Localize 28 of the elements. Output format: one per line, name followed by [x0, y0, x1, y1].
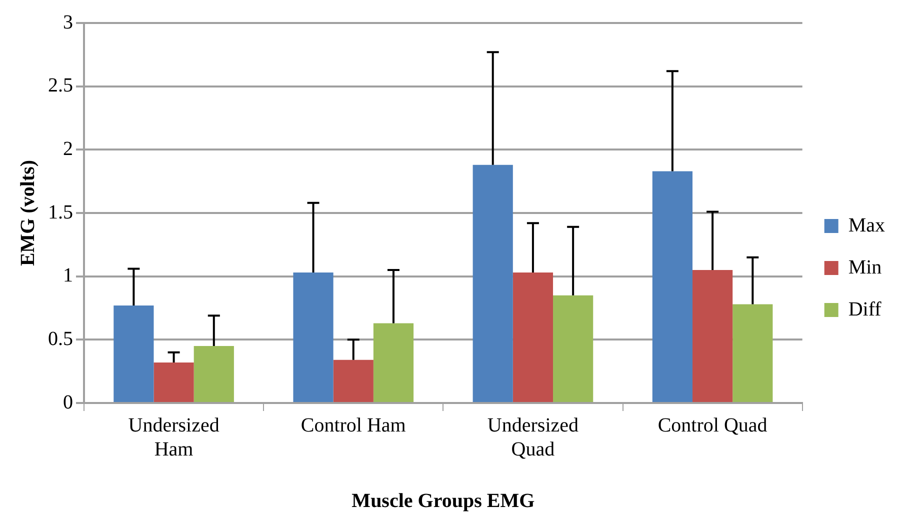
legend-label: Min	[848, 256, 882, 278]
x-tick-label: Control Ham	[300, 414, 406, 436]
y-tick-label: 0	[63, 391, 73, 414]
bar	[373, 323, 414, 402]
x-tick-label: Undersized Quad	[487, 414, 578, 460]
bar	[732, 304, 773, 402]
bar	[114, 305, 154, 402]
bar	[553, 295, 594, 402]
y-tick-label: 1.5	[48, 201, 73, 224]
bar	[333, 360, 374, 402]
bar	[472, 164, 513, 402]
bar	[692, 270, 733, 402]
y-tick-label: 1	[63, 264, 73, 287]
y-axis-title: EMG (volts)	[17, 160, 40, 266]
y-tick-label: 3	[63, 11, 73, 34]
legend-label: Diff	[848, 298, 882, 320]
bar	[293, 272, 334, 402]
x-tick-label: Control Quad	[658, 414, 768, 436]
bar	[154, 362, 194, 402]
x-tick-label: Undersized Ham	[128, 414, 220, 460]
legend-label: Max	[848, 214, 886, 236]
bar	[652, 171, 692, 402]
bar	[194, 346, 234, 402]
y-tick-label: 2	[63, 138, 73, 160]
y-tick-label: 2.5	[48, 74, 73, 97]
x-axis-title: Muscle Groups EMG	[352, 490, 536, 512]
bar	[512, 272, 554, 402]
y-tick-label: 0.5	[48, 328, 73, 350]
